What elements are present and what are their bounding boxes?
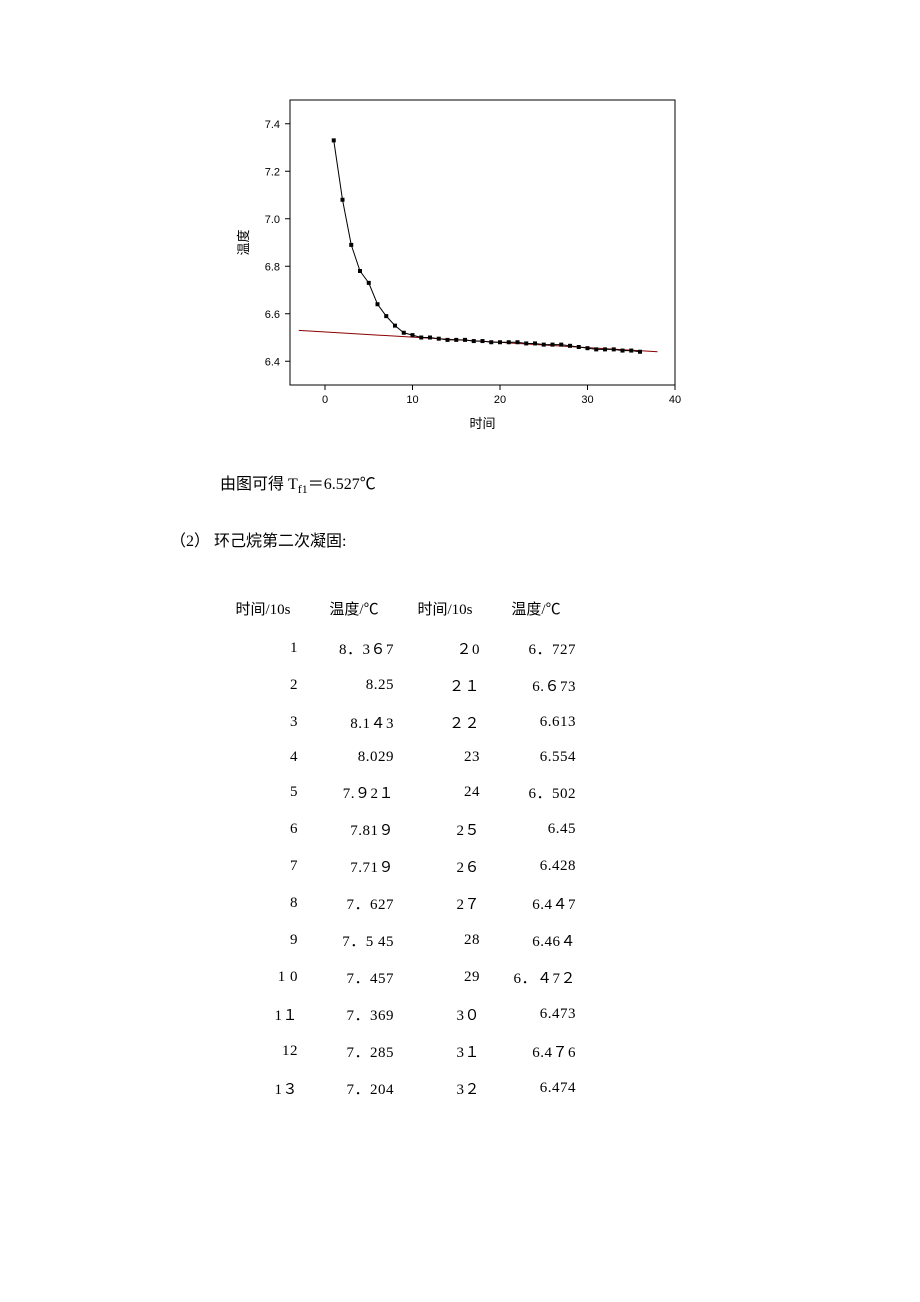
- cell-t1: 1 0: [220, 959, 306, 996]
- cell-v2: 6.4４7: [488, 885, 584, 922]
- cell-v2: 6.4７6: [488, 1033, 584, 1070]
- table-row: 127．2853１6.4７6: [220, 1033, 584, 1070]
- section-text: 环己烷第二次凝固:: [214, 533, 346, 550]
- cell-t2: ２２: [402, 704, 488, 741]
- cell-t1: 2: [220, 667, 306, 704]
- cell-v1: 7．204: [306, 1070, 402, 1107]
- cell-t2: 2７: [402, 885, 488, 922]
- cell-v2: 6.45: [488, 811, 584, 848]
- table-row: 1３7．2043２6.474: [220, 1070, 584, 1107]
- cell-t2: 23: [402, 741, 488, 774]
- cell-t1: 3: [220, 704, 306, 741]
- svg-text:40: 40: [669, 394, 681, 406]
- document-page: 0 10 20 30 40 6.4 6.6 6.8 7.0 7.2 7.4 时间 温度 由图可得 Tf1…: [0, 0, 920, 1167]
- cell-t2: 24: [402, 774, 488, 811]
- caption-subscript: f1: [298, 482, 308, 496]
- cell-t1: 12: [220, 1033, 306, 1070]
- svg-text:20: 20: [494, 394, 506, 406]
- cell-v2: 6．502: [488, 774, 584, 811]
- cell-t2: ２１: [402, 667, 488, 704]
- cell-v2: 6.428: [488, 848, 584, 885]
- table-row: 48.029236.554: [220, 741, 584, 774]
- svg-text:温度: 温度: [236, 229, 251, 255]
- svg-text:30: 30: [581, 394, 593, 406]
- cell-t2: 3２: [402, 1070, 488, 1107]
- chart-container: 0 10 20 30 40 6.4 6.6 6.8 7.0 7.2 7.4 时间 温度: [100, 80, 820, 440]
- cell-v2: 6.554: [488, 741, 584, 774]
- svg-text:7.4: 7.4: [265, 119, 280, 131]
- svg-text:7.2: 7.2: [265, 166, 280, 178]
- table-row: 67.81９2５6.45: [220, 811, 584, 848]
- svg-text:6.8: 6.8: [265, 261, 280, 273]
- data-table: 时间/10s 温度/℃ 时间/10s 温度/℃ 18．3６7２06．72728.…: [220, 591, 584, 1107]
- cell-v1: 7.９2１: [306, 774, 402, 811]
- svg-text:时间: 时间: [469, 416, 495, 431]
- th-temp-2: 温度/℃: [488, 591, 584, 630]
- th-time-2: 时间/10s: [402, 591, 488, 630]
- cell-v1: 7．285: [306, 1033, 402, 1070]
- table-row: 1１7．3693０6.473: [220, 996, 584, 1033]
- cell-v1: 8．3６7: [306, 630, 402, 667]
- section-heading: （2） 环己烷第二次凝固:: [170, 527, 820, 551]
- cell-t1: 4: [220, 741, 306, 774]
- table-row: 18．3６7２06．727: [220, 630, 584, 667]
- cell-t2: ２0: [402, 630, 488, 667]
- caption-suffix: ＝6.527℃: [308, 476, 376, 493]
- cell-v1: 7．627: [306, 885, 402, 922]
- cell-t2: 2６: [402, 848, 488, 885]
- cell-t1: 1１: [220, 996, 306, 1033]
- cell-v2: 6.473: [488, 996, 584, 1033]
- chart-caption: 由图可得 Tf1＝6.527℃: [220, 470, 820, 497]
- cell-t1: 1: [220, 630, 306, 667]
- cell-v2: 6．４7２: [488, 959, 584, 996]
- cell-v2: 6.474: [488, 1070, 584, 1107]
- table-row: 97．5 45286.46４: [220, 922, 584, 959]
- cell-v1: 7．457: [306, 959, 402, 996]
- table-row: 1 07．457296．４7２: [220, 959, 584, 996]
- cell-t1: 7: [220, 848, 306, 885]
- cell-v1: 8.029: [306, 741, 402, 774]
- cell-v2: 6.613: [488, 704, 584, 741]
- cell-t2: 2５: [402, 811, 488, 848]
- svg-text:0: 0: [322, 394, 328, 406]
- caption-prefix: 由图可得 T: [220, 476, 298, 493]
- cell-v2: 6.６73: [488, 667, 584, 704]
- cell-v2: 6．727: [488, 630, 584, 667]
- cell-t2: 3１: [402, 1033, 488, 1070]
- cell-t1: 1３: [220, 1070, 306, 1107]
- cell-v1: 8.25: [306, 667, 402, 704]
- table-row: 28.25２１6.６73: [220, 667, 584, 704]
- cell-t1: 9: [220, 922, 306, 959]
- cell-t1: 5: [220, 774, 306, 811]
- table-row: 77.71９2６6.428: [220, 848, 584, 885]
- cell-v1: 7．5 45: [306, 922, 402, 959]
- cell-v1: 7．369: [306, 996, 402, 1033]
- section-number: （2）: [170, 533, 210, 550]
- cell-t2: 28: [402, 922, 488, 959]
- table-row: 57.９2１246．502: [220, 774, 584, 811]
- cell-v1: 7.81９: [306, 811, 402, 848]
- table-header-row: 时间/10s 温度/℃ 时间/10s 温度/℃: [220, 591, 584, 630]
- svg-text:6.4: 6.4: [265, 356, 280, 368]
- table-row: 38.1４3２２6.613: [220, 704, 584, 741]
- th-time-1: 时间/10s: [220, 591, 306, 630]
- cell-v1: 8.1４3: [306, 704, 402, 741]
- cell-t2: 29: [402, 959, 488, 996]
- th-temp-1: 温度/℃: [306, 591, 402, 630]
- cooling-curve-chart: 0 10 20 30 40 6.4 6.6 6.8 7.0 7.2 7.4 时间 温度: [230, 80, 690, 440]
- cell-t1: 8: [220, 885, 306, 922]
- cell-v1: 7.71９: [306, 848, 402, 885]
- cell-t2: 3０: [402, 996, 488, 1033]
- cell-v2: 6.46４: [488, 922, 584, 959]
- table-row: 87．6272７6.4４7: [220, 885, 584, 922]
- svg-text:7.0: 7.0: [265, 214, 280, 226]
- svg-text:6.6: 6.6: [265, 309, 280, 321]
- cell-t1: 6: [220, 811, 306, 848]
- svg-text:10: 10: [406, 394, 418, 406]
